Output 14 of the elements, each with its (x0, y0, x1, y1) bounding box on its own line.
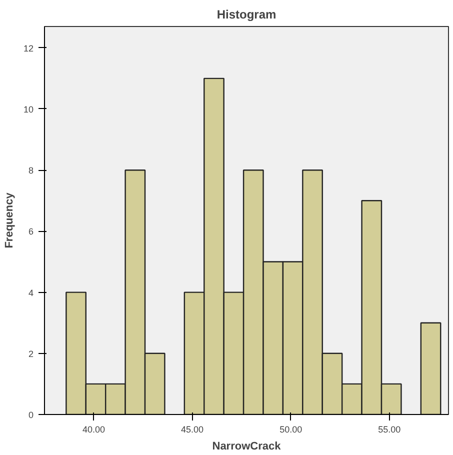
chart-title: Histogram (216, 8, 276, 22)
y-tick-label: 4 (28, 288, 34, 298)
y-tick-label: 0 (28, 410, 34, 420)
x-tick-label: 50.00 (280, 424, 302, 434)
y-axis-title: Frequency (3, 192, 16, 248)
y-tick-label: 6 (28, 226, 34, 237)
y-tick-label: 2 (28, 348, 34, 359)
y-tick-label: 8 (28, 166, 34, 176)
x-tick-label: 40.00 (82, 424, 106, 434)
y-tick-label: 10 (23, 104, 34, 114)
x-tick-label: 55.00 (378, 424, 401, 434)
y-tick-label: 12 (23, 43, 34, 54)
x-tick-label: 45.00 (181, 424, 204, 434)
x-axis-title: NarrowCrack (212, 440, 282, 452)
